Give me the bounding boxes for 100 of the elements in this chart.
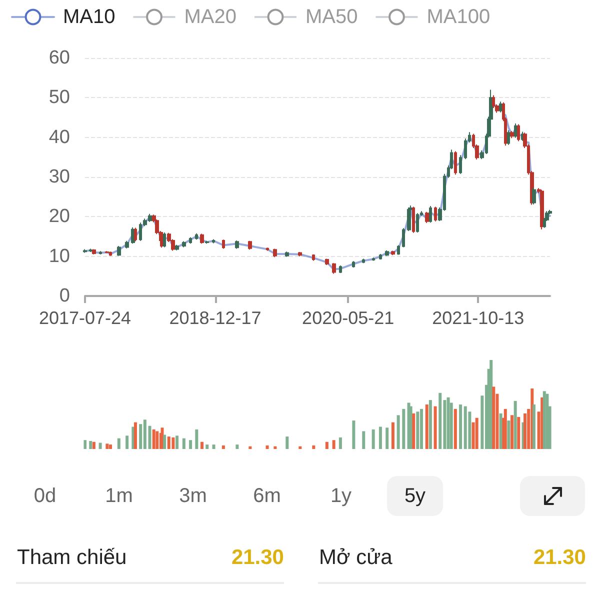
- candlestick: [540, 189, 544, 230]
- x-tick-label: 2018-12-17: [169, 308, 262, 328]
- candlestick: [352, 260, 355, 268]
- candlestick: [222, 239, 225, 250]
- bar: [332, 440, 336, 449]
- legend-label: MA100: [426, 6, 490, 28]
- bar: [524, 413, 527, 449]
- candlestick: [492, 94, 495, 108]
- bar: [98, 442, 102, 449]
- candlestick: [99, 250, 102, 255]
- candlestick: [235, 240, 239, 250]
- candlestick: [362, 258, 365, 264]
- y-tick-label: 30: [48, 166, 70, 188]
- bar: [378, 426, 382, 449]
- bar: [160, 428, 164, 449]
- bar: [438, 392, 442, 449]
- bar: [362, 431, 366, 449]
- candlestick: [248, 240, 252, 250]
- text: 0d: [34, 485, 56, 507]
- bar: [84, 440, 86, 449]
- candlestick: [89, 248, 92, 252]
- candlestick: [312, 254, 315, 262]
- bar: [266, 445, 269, 449]
- text: 1y: [330, 485, 352, 507]
- bar: [412, 413, 416, 449]
- candlestick: [298, 251, 302, 257]
- candlestick: [92, 248, 96, 255]
- bar: [176, 436, 179, 449]
- bar: [92, 442, 96, 449]
- candlestick: [459, 154, 462, 174]
- bar: [89, 440, 92, 449]
- bar: [200, 442, 204, 449]
- bar: [454, 408, 457, 449]
- candlestick: [434, 206, 437, 222]
- bar: [274, 446, 277, 449]
- bar: [312, 445, 316, 449]
- bar: [126, 436, 129, 449]
- bar: [517, 416, 520, 449]
- bar: [504, 408, 507, 449]
- candlestick: [134, 227, 137, 242]
- bar: [143, 420, 146, 449]
- text: Tham chiếu: [17, 546, 127, 570]
- candlestick: [117, 246, 121, 256]
- candlestick: [163, 232, 166, 248]
- bar: [352, 420, 356, 449]
- legend-label: MA50: [305, 6, 358, 28]
- bar: [156, 431, 159, 449]
- bar: [546, 394, 549, 449]
- candlestick: [397, 244, 400, 256]
- candlestick: [339, 264, 342, 274]
- bar: [464, 406, 467, 449]
- candlestick: [195, 232, 198, 240]
- y-tick-label: 40: [48, 126, 70, 148]
- candlestick: [125, 240, 129, 249]
- bar: [134, 422, 137, 449]
- bar: [446, 397, 450, 449]
- bar: [222, 445, 225, 449]
- bar: [338, 437, 342, 449]
- bar: [206, 444, 209, 449]
- text: 3m: [179, 485, 207, 507]
- bar: [402, 408, 406, 449]
- candlestick: [175, 244, 179, 251]
- candlestick: [416, 212, 419, 234]
- y-tick-label: 10: [48, 246, 70, 267]
- bar: [416, 412, 420, 449]
- bar: [459, 404, 462, 449]
- candlestick: [266, 247, 269, 252]
- candlestick: [385, 250, 389, 256]
- bar: [472, 422, 475, 449]
- bar: [386, 428, 389, 449]
- candlestick: [273, 248, 277, 258]
- bar: [148, 426, 152, 449]
- bar: [420, 408, 424, 449]
- bar: [428, 400, 432, 449]
- bar: [167, 436, 170, 449]
- candlestick: [507, 130, 510, 146]
- x-tick-label: 2017-07-24: [38, 308, 132, 328]
- bar: [396, 415, 400, 449]
- bar: [108, 444, 112, 449]
- candlestick: [109, 251, 112, 256]
- bar: [189, 440, 192, 449]
- bar: [532, 404, 536, 449]
- candlestick: [454, 150, 457, 176]
- bar: [372, 429, 375, 449]
- bar: [510, 415, 514, 449]
- bar: [195, 429, 198, 449]
- candlestick: [285, 251, 289, 258]
- bar: [182, 438, 186, 449]
- bar: [325, 442, 328, 449]
- y-tick-label: 50: [48, 87, 70, 108]
- text: 6m: [253, 485, 281, 507]
- selected-tab: 5y: [387, 476, 443, 516]
- text: 21.30: [533, 546, 586, 570]
- candlestick: [402, 228, 405, 248]
- candlestick: [379, 253, 382, 260]
- bar: [152, 429, 156, 449]
- candlestick: [391, 250, 395, 256]
- candlestick: [332, 262, 336, 274]
- y-tick-label: 60: [48, 48, 70, 68]
- bar: [425, 404, 428, 449]
